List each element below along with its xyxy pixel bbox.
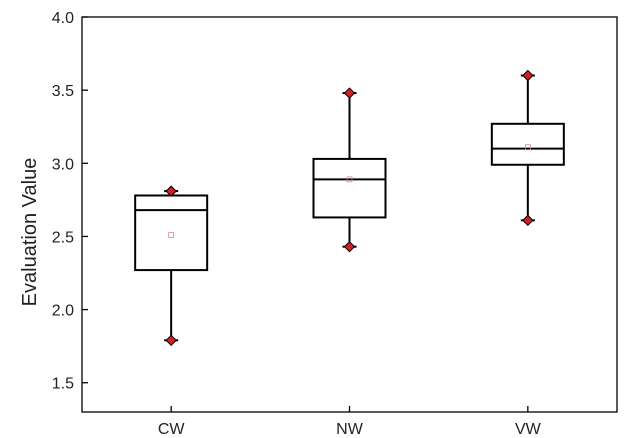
iqr-box [312, 157, 387, 219]
extreme-marker [522, 214, 534, 227]
y-tick-label: 3.5 [52, 83, 74, 100]
box-vw [490, 69, 565, 227]
extreme-marker [165, 334, 177, 347]
y-tick-label: 2.5 [52, 229, 74, 246]
y-tick-label: 3.0 [52, 156, 74, 173]
mean-marker [346, 176, 353, 183]
extreme-marker [522, 69, 534, 82]
mean-marker [168, 232, 175, 238]
x-tick-label: CW [158, 421, 186, 438]
box-cw [134, 185, 209, 347]
y-tick-label: 4.0 [52, 10, 74, 27]
x-axis: CW NW VW [158, 406, 542, 438]
box-nw [312, 87, 387, 253]
extreme-marker [343, 240, 356, 253]
boxes [134, 69, 565, 347]
x-tick-label: VW [515, 421, 542, 438]
y-tick-label: 1.5 [52, 376, 74, 393]
x-tick-label: NW [336, 421, 364, 438]
y-axis: 1.5 2.0 2.5 3.0 3.5 4.0 [52, 10, 88, 393]
y-axis-label: Evaluation Value [19, 158, 41, 307]
iqr-box [490, 122, 565, 166]
extreme-marker [165, 185, 177, 197]
y-tick-label: 2.0 [52, 303, 74, 320]
mean-marker [524, 144, 531, 151]
extreme-marker [343, 87, 356, 99]
